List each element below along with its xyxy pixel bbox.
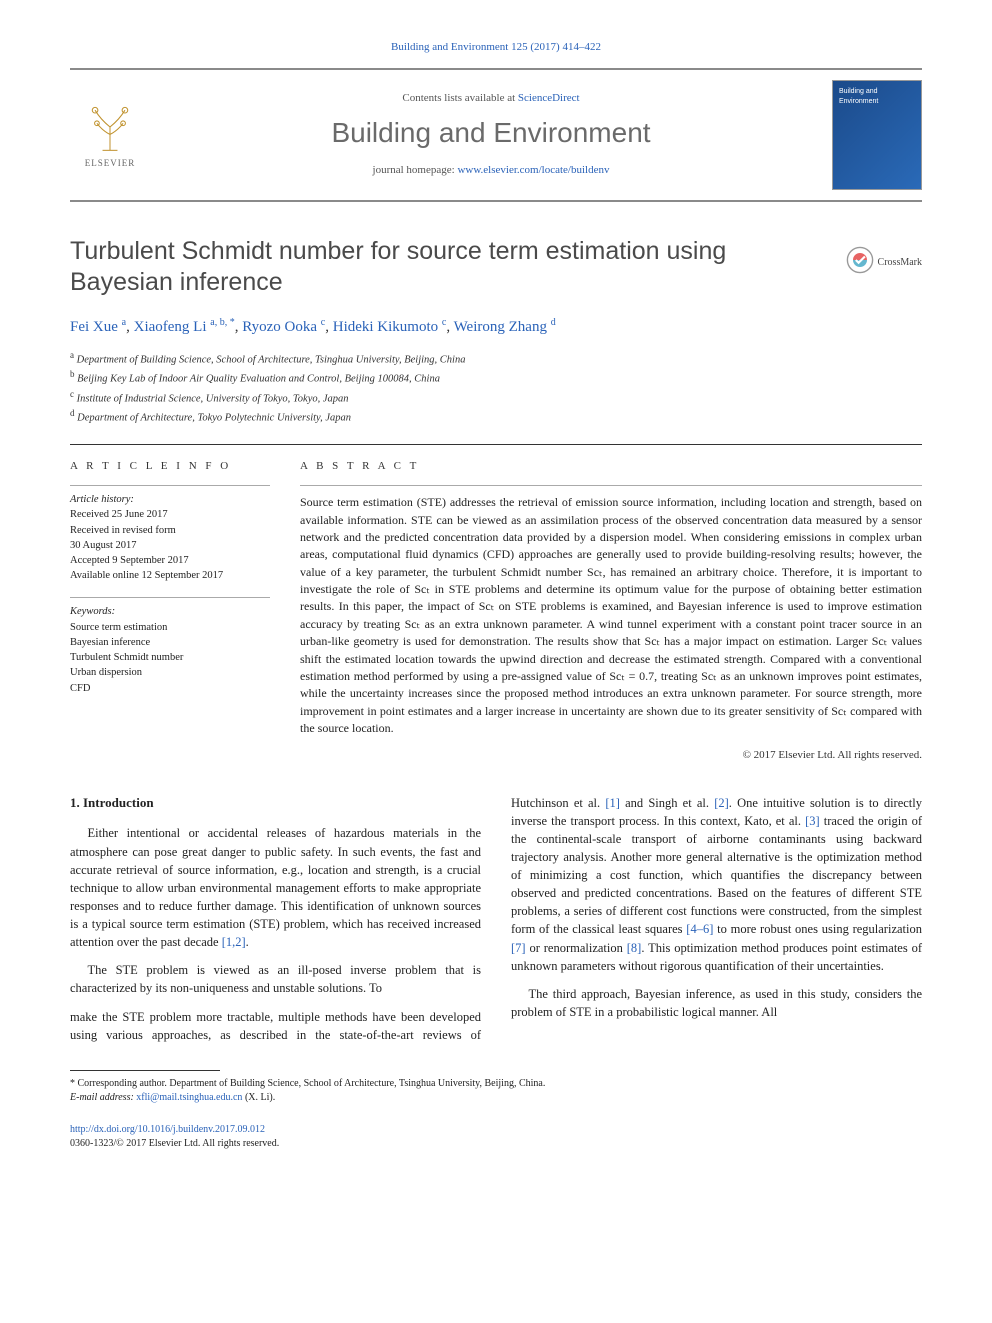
body-p3d: traced the origin of the continental-sca… [511,814,922,937]
keyword-2: Turbulent Schmidt number [70,650,270,665]
ref-4-6[interactable]: [4–6] [686,922,713,936]
citation-line: Building and Environment 125 (2017) 414–… [70,40,922,56]
journal-title: Building and Environment [162,113,820,154]
article-info-column: A R T I C L E I N F O Article history: R… [70,459,270,763]
body-p2: The STE problem is viewed as an ill-pose… [70,961,481,997]
body-p3e: to more robust ones using regularization [713,922,922,936]
abstract-column: A B S T R A C T Source term estimation (… [300,459,922,763]
section-1-head: 1. Introduction [70,794,481,813]
publisher-logo-block: ELSEVIER [70,99,150,170]
affiliation-d: d Department of Architecture, Tokyo Poly… [70,407,922,426]
keyword-4: CFD [70,681,270,696]
body-p1-text: Either intentional or accidental release… [70,826,481,949]
author-4-aff: c [442,317,446,328]
ref-1-2[interactable]: [1,2] [222,935,246,949]
article-title: Turbulent Schmidt number for source term… [70,236,810,299]
abstract-head: A B S T R A C T [300,459,922,475]
affiliation-a-text: Department of Building Science, School o… [77,355,466,366]
doi-block: http://dx.doi.org/10.1016/j.buildenv.201… [70,1123,922,1152]
affiliation-b: b Beijing Key Lab of Indoor Air Quality … [70,368,922,387]
author-3[interactable]: Ryozo Ooka [242,319,317,335]
affiliation-a: a Department of Building Science, School… [70,349,922,368]
author-4[interactable]: Hideki Kikumoto [333,319,438,335]
history-line-0: Received 25 June 2017 [70,507,270,522]
masthead-center: Contents lists available at ScienceDirec… [162,91,820,179]
homepage-link[interactable]: www.elsevier.com/locate/buildenv [457,164,609,176]
author-3-aff: c [321,317,325,328]
authors-line: Fei Xue a, Xiaofeng Li a, b, *, Ryozo Oo… [70,316,922,339]
email-label: E-mail address: [70,1092,134,1103]
crossmark-label: CrossMark [878,256,922,271]
affiliation-b-text: Beijing Key Lab of Indoor Air Quality Ev… [77,374,440,385]
homepage-prefix: journal homepage: [373,164,458,176]
ref-3[interactable]: [3] [805,814,820,828]
contents-line: Contents lists available at ScienceDirec… [162,91,820,107]
keywords-label: Keywords: [70,604,270,619]
abstract-text: Source term estimation (STE) addresses t… [300,494,922,737]
affiliation-c-text: Institute of Industrial Science, Univers… [77,393,349,404]
corresponding-author: * Corresponding author. Department of Bu… [70,1077,922,1091]
history-label: Article history: [70,492,270,507]
cover-label: Building and Environment [839,87,915,107]
body-columns: 1. Introduction Either intentional or ac… [70,794,922,1044]
ref-8[interactable]: [8] [627,941,642,955]
author-5[interactable]: Weirong Zhang [454,319,547,335]
elsevier-tree-icon [82,99,138,155]
doi-link[interactable]: http://dx.doi.org/10.1016/j.buildenv.201… [70,1124,265,1135]
keyword-1: Bayesian inference [70,635,270,650]
body-p4: The third approach, Bayesian inference, … [511,985,922,1021]
article-info-head: A R T I C L E I N F O [70,459,270,475]
body-p3b: and Singh et al. [620,796,714,810]
author-2-aff: a, b, * [210,317,234,328]
author-1-aff: a [122,317,126,328]
author-email-link[interactable]: xfli@mail.tsinghua.edu.cn [136,1092,242,1103]
issn-copyright: 0360-1323/© 2017 Elsevier Ltd. All right… [70,1137,922,1152]
affiliations: a Department of Building Science, School… [70,349,922,426]
keyword-3: Urban dispersion [70,665,270,680]
email-person: (X. Li). [245,1092,275,1103]
abstract-copyright: © 2017 Elsevier Ltd. All rights reserved… [300,748,922,764]
publisher-name: ELSEVIER [70,157,150,170]
footnote-block: * Corresponding author. Department of Bu… [70,1077,922,1105]
homepage-line: journal homepage: www.elsevier.com/locat… [162,163,820,179]
ref-2[interactable]: [2] [714,796,729,810]
history-line-4: Available online 12 September 2017 [70,568,270,583]
body-p1: Either intentional or accidental release… [70,824,481,951]
citation-journal: Building and Environment [391,41,508,53]
crossmark-icon [846,246,874,280]
masthead: ELSEVIER Contents lists available at Sci… [70,68,922,202]
affiliation-c: c Institute of Industrial Science, Unive… [70,388,922,407]
history-line-2: 30 August 2017 [70,538,270,553]
ref-7[interactable]: [7] [511,941,526,955]
journal-cover-thumbnail: Building and Environment [832,80,922,190]
citation-volpages: 125 (2017) 414–422 [511,41,601,53]
body-p3f: or renormalization [526,941,627,955]
crossmark-badge[interactable]: CrossMark [846,246,922,280]
ref-1[interactable]: [1] [605,796,620,810]
contents-prefix: Contents lists available at [402,92,517,104]
footnote-rule [70,1070,220,1071]
history-line-3: Accepted 9 September 2017 [70,553,270,568]
affiliation-d-text: Department of Architecture, Tokyo Polyte… [77,412,351,423]
author-5-aff: d [551,317,556,328]
author-1[interactable]: Fei Xue [70,319,118,335]
keyword-0: Source term estimation [70,620,270,635]
citation-link[interactable]: Building and Environment 125 (2017) 414–… [391,41,601,53]
history-line-1: Received in revised form [70,523,270,538]
email-line: E-mail address: xfli@mail.tsinghua.edu.c… [70,1091,922,1105]
sciencedirect-link[interactable]: ScienceDirect [518,92,580,104]
body-p1-end: . [246,935,249,949]
keywords-block: Keywords: Source term estimation Bayesia… [70,597,270,695]
article-history: Article history: Received 25 June 2017 R… [70,485,270,583]
author-2[interactable]: Xiaofeng Li [134,319,207,335]
info-abstract-row: A R T I C L E I N F O Article history: R… [70,444,922,763]
